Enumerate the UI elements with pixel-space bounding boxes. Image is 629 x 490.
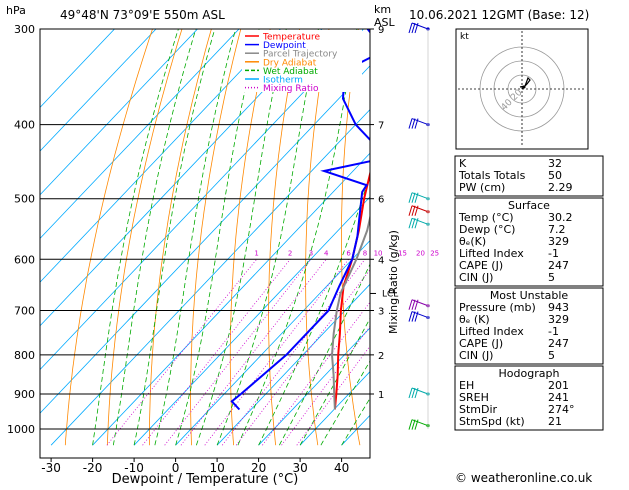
wet-adiabat-line bbox=[113, 0, 215, 445]
isotherm-line bbox=[10, 0, 463, 445]
height-tick-label: 2 bbox=[378, 351, 384, 362]
isotherm-line bbox=[0, 0, 214, 445]
storm-motion-marker bbox=[523, 86, 526, 89]
pressure-tick-label: 1000 bbox=[7, 423, 35, 436]
pressure-unit: hPa bbox=[6, 4, 26, 17]
mixing-ratio-line bbox=[107, 259, 257, 445]
wind-barb-flag bbox=[409, 218, 412, 228]
height-tick-label: 6 bbox=[378, 195, 384, 206]
height-tick-label: 7 bbox=[378, 121, 384, 132]
pressure-tick-label: 300 bbox=[14, 23, 35, 36]
wind-barb-flag bbox=[412, 206, 415, 216]
mixing-ratio-label: 3 bbox=[309, 249, 313, 257]
wind-barb-flag bbox=[409, 119, 412, 129]
wind-barb-flag bbox=[412, 300, 415, 310]
pressure-tick-label: 600 bbox=[14, 253, 35, 266]
dry-adiabat-line bbox=[410, 0, 444, 445]
hodograph-unit: kt bbox=[460, 32, 469, 42]
dry-adiabat-line bbox=[376, 0, 402, 445]
wind-barb-flag bbox=[409, 23, 412, 33]
height-tick-label: 1 bbox=[378, 390, 384, 401]
wind-barb-flag bbox=[409, 193, 412, 203]
wet-adiabat-line bbox=[93, 0, 199, 445]
dry-adiabat-line bbox=[107, 0, 201, 445]
wind-barb-flag bbox=[409, 300, 412, 310]
wind-barb-flag bbox=[412, 119, 415, 129]
mixing-ratio-label: 6 bbox=[346, 249, 351, 257]
mixing-ratio-line bbox=[236, 259, 378, 445]
lcl-label: LCL bbox=[382, 289, 398, 299]
temperature-tick-label: -20 bbox=[83, 461, 103, 475]
mixing-ratio-label: 4 bbox=[324, 249, 329, 257]
dry-adiabat-line bbox=[65, 0, 174, 445]
height-unit: km bbox=[374, 3, 391, 16]
mixing-ratio-line bbox=[143, 259, 291, 445]
surface-row-value: 5 bbox=[548, 271, 555, 284]
height-tick-label: 4 bbox=[378, 255, 384, 266]
height-tick-label: 9 bbox=[378, 25, 384, 36]
pressure-tick-label: 400 bbox=[14, 119, 35, 132]
location-label: 49°48'N 73°09'E 550m ASL bbox=[60, 8, 225, 22]
mixing-ratio-label: 2 bbox=[288, 249, 292, 257]
pressure-tick-label: 800 bbox=[14, 349, 35, 362]
pressure-tick-label: 700 bbox=[14, 305, 35, 318]
wind-barb-flag bbox=[412, 193, 415, 203]
footer-credit: © weatheronline.co.uk bbox=[455, 471, 592, 485]
surface-row-label: CIN (J) bbox=[459, 271, 493, 284]
mixing-ratio-line bbox=[297, 259, 435, 445]
wind-barb-flag bbox=[412, 420, 415, 430]
temperature-tick-label: 40 bbox=[334, 461, 349, 475]
wind-barb-flag bbox=[412, 218, 415, 228]
height-tick-label: 3 bbox=[378, 307, 384, 318]
wind-barb-flag bbox=[412, 312, 415, 322]
temperature-tick-label: -30 bbox=[41, 461, 61, 475]
surface-title: Surface bbox=[508, 199, 550, 212]
dry-adiabat-line bbox=[620, 0, 629, 445]
indices-row-value: 2.29 bbox=[548, 181, 573, 194]
wind-barb-flag bbox=[409, 388, 412, 398]
x-axis-title: Dewpoint / Temperature (°C) bbox=[112, 472, 299, 486]
datetime-label: 10.06.2021 12GMT (Base: 12) bbox=[409, 8, 589, 22]
legend-label: Mixing Ratio bbox=[263, 84, 319, 94]
pressure-tick-label: 500 bbox=[14, 193, 35, 206]
mixing-ratio-line bbox=[181, 259, 326, 445]
wet-adiabat-line bbox=[134, 0, 233, 445]
wet-adiabat-line bbox=[155, 0, 253, 445]
indices-row-label: PW (cm) bbox=[459, 181, 505, 194]
mixing-ratio-label: 20 bbox=[416, 249, 425, 257]
mixing-ratio-label: 1 bbox=[254, 249, 258, 257]
wind-barb-flag bbox=[409, 312, 412, 322]
hodograph-row-label: StmSpd (kt) bbox=[459, 415, 525, 428]
wind-barb-flag bbox=[412, 388, 415, 398]
mixing-ratio-label: 25 bbox=[430, 249, 439, 257]
most-unstable-row-label: CIN (J) bbox=[459, 349, 493, 362]
mixing-ratio-axis-label: Mixing Ratio (g/kg) bbox=[387, 230, 400, 334]
pressure-tick-label: 900 bbox=[14, 388, 35, 401]
most-unstable-row-value: 5 bbox=[548, 349, 555, 362]
wind-barb-flag bbox=[412, 23, 415, 33]
wind-barb-flag bbox=[409, 420, 412, 430]
mixing-ratio-label: 8 bbox=[363, 249, 367, 257]
wind-barb-flag bbox=[409, 206, 412, 216]
hodograph-row-value: 21 bbox=[548, 415, 562, 428]
